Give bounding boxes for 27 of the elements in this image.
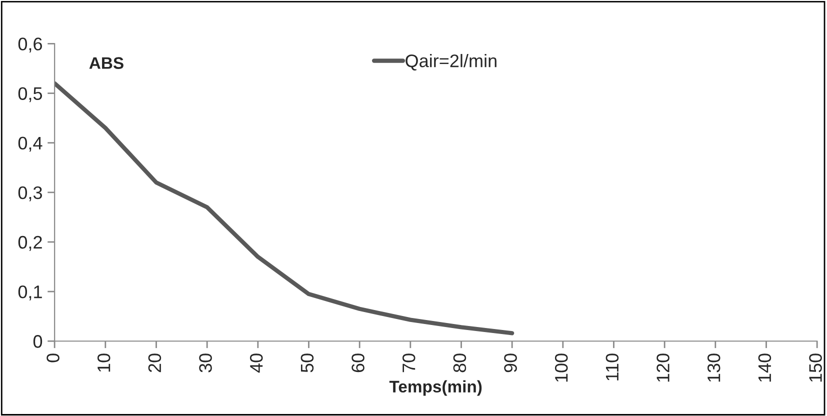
x-tick-label: 90	[504, 354, 517, 372]
x-tick-label: 50	[300, 354, 314, 372]
x-tick-label: 40	[250, 354, 263, 373]
x-axis-title: Temps(min)	[389, 380, 482, 396]
x-tick-label: 140	[758, 354, 772, 382]
y-tick-label: 0,2	[18, 236, 42, 251]
y-tick-label: 0,6	[18, 38, 42, 53]
x-tick-label: 80	[453, 354, 466, 372]
y-tick-label: 0,3	[18, 186, 42, 202]
x-tick-label: 10	[97, 354, 110, 372]
x-tick-label: 130	[707, 354, 720, 382]
x-tick-label: 0	[46, 354, 60, 362]
x-tick-label: 60	[352, 354, 364, 372]
y-tick-label: 0,1	[18, 285, 42, 300]
y-tick-label: 0	[33, 335, 42, 348]
x-tick-label: 20	[148, 354, 162, 372]
y-tick-label: 0,4	[18, 136, 42, 152]
legend-label: Qair=2l/min	[406, 54, 496, 70]
y-tick-label: 0,5	[18, 87, 42, 102]
x-tick-label: 30	[199, 354, 212, 372]
y-axis-title: ABS	[89, 57, 124, 69]
line-series	[54, 81, 514, 336]
x-tick-label: 70	[402, 354, 416, 372]
x-tick-label: 120	[656, 354, 670, 382]
x-tick-label: 150	[809, 354, 822, 382]
x-tick-label: 110	[606, 354, 619, 380]
x-tick-label: 100	[554, 354, 568, 382]
